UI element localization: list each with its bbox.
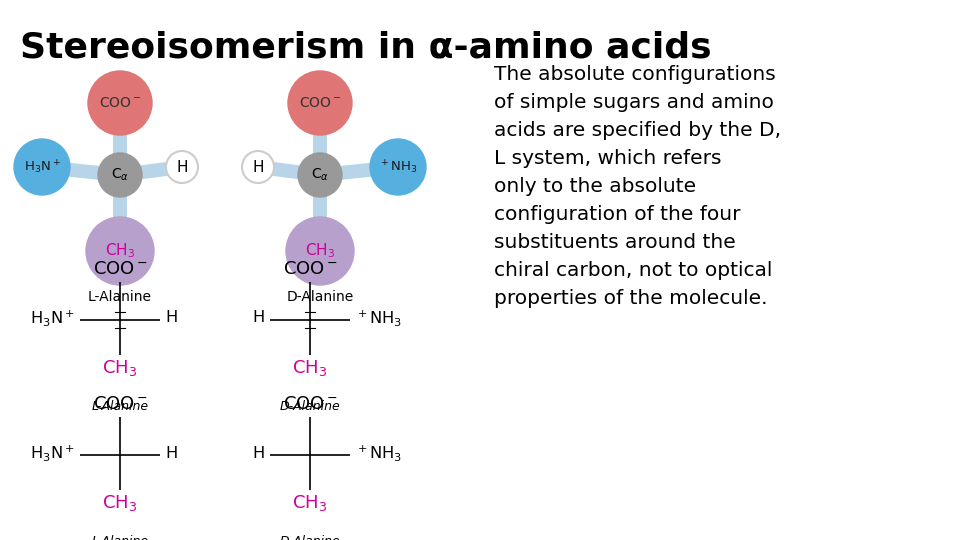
Text: D-Alanine: D-Alanine [279, 535, 341, 540]
Text: L-Alanine: L-Alanine [88, 290, 152, 304]
Text: CH$_3$: CH$_3$ [103, 493, 137, 513]
Text: L-Alanine: L-Alanine [91, 400, 149, 413]
Circle shape [242, 151, 274, 183]
Circle shape [86, 217, 154, 285]
Circle shape [166, 151, 198, 183]
Circle shape [298, 153, 342, 197]
Text: H: H [252, 310, 265, 326]
Text: H$_3$N$^+$: H$_3$N$^+$ [30, 308, 75, 328]
Text: The absolute configurations
of simple sugars and amino
acids are specified by th: The absolute configurations of simple su… [494, 65, 781, 308]
Text: COO$^-$: COO$^-$ [299, 96, 342, 110]
Text: CH$_3$: CH$_3$ [103, 358, 137, 378]
Circle shape [370, 139, 426, 195]
Circle shape [88, 71, 152, 135]
Text: C$_\alpha$: C$_\alpha$ [311, 167, 329, 183]
Text: COO$^-$: COO$^-$ [92, 395, 148, 413]
Text: CH$_3$: CH$_3$ [293, 358, 327, 378]
Text: Stereoisomerism in α-amino acids: Stereoisomerism in α-amino acids [20, 30, 711, 64]
Text: H$_3$N$^+$: H$_3$N$^+$ [30, 443, 75, 463]
Text: CH$_3$: CH$_3$ [305, 241, 335, 260]
Text: H$_3$N$^+$: H$_3$N$^+$ [24, 158, 60, 176]
Text: L-Alanine: L-Alanine [91, 535, 149, 540]
Text: CH$_3$: CH$_3$ [293, 493, 327, 513]
Text: COO$^-$: COO$^-$ [282, 260, 337, 278]
Circle shape [14, 139, 70, 195]
Text: COO$^-$: COO$^-$ [99, 96, 141, 110]
Circle shape [288, 71, 352, 135]
Circle shape [98, 153, 142, 197]
Text: H: H [252, 446, 265, 461]
Text: $^+$NH$_3$: $^+$NH$_3$ [355, 443, 402, 463]
Text: D-Alanine: D-Alanine [286, 290, 353, 304]
Text: H: H [165, 310, 178, 326]
Text: H: H [252, 159, 264, 174]
Text: D-Alanine: D-Alanine [279, 400, 341, 413]
Text: C$_\alpha$: C$_\alpha$ [111, 167, 129, 183]
Text: H: H [177, 159, 188, 174]
Text: $^+$NH$_3$: $^+$NH$_3$ [379, 158, 418, 176]
Text: CH$_3$: CH$_3$ [105, 241, 135, 260]
Text: H: H [165, 446, 178, 461]
Text: COO$^-$: COO$^-$ [282, 395, 337, 413]
Text: COO$^-$: COO$^-$ [92, 260, 148, 278]
Circle shape [286, 217, 354, 285]
Text: $^+$NH$_3$: $^+$NH$_3$ [355, 308, 402, 328]
